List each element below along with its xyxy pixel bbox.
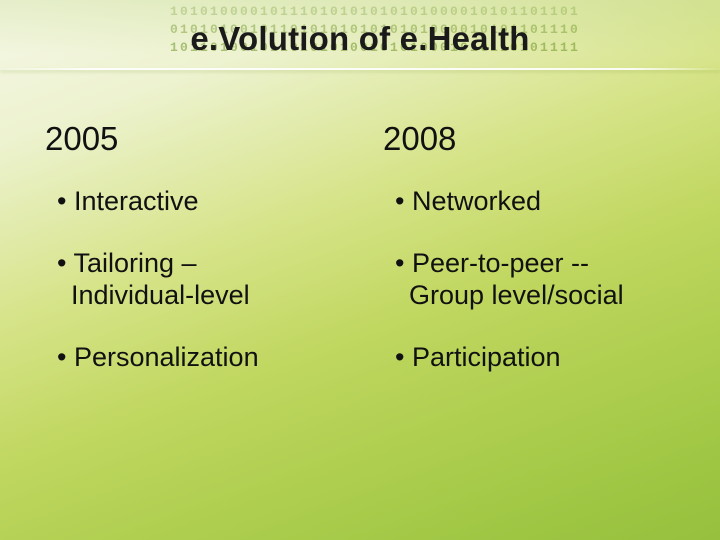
column-2005: 2005 Interactive Tailoring –Individual-l…	[45, 120, 365, 403]
binary-row-1: 1010100001011101010101010100001010110110…	[170, 4, 720, 19]
bullet-peer-to-peer: Peer-to-peer --Group level/social	[383, 248, 685, 312]
bullet-tailoring: Tailoring –Individual-level	[45, 248, 347, 312]
bullet-text-line2: Individual-level	[71, 280, 347, 312]
slide-title: e.Volution of e.Health	[0, 20, 720, 58]
title-underline	[0, 68, 720, 70]
bullet-interactive: Interactive	[45, 186, 347, 218]
content-columns: 2005 Interactive Tailoring –Individual-l…	[45, 120, 685, 403]
bullet-networked: Networked	[383, 186, 685, 218]
year-heading-left: 2005	[45, 120, 347, 158]
bullet-text: Personalization	[74, 342, 259, 372]
bullet-text: Interactive	[74, 186, 199, 216]
bullet-text-line1: Tailoring –	[73, 248, 196, 278]
year-heading-right: 2008	[383, 120, 685, 158]
bullet-personalization: Personalization	[45, 342, 347, 374]
bullet-text: Networked	[412, 186, 541, 216]
column-2008: 2008 Networked Peer-to-peer --Group leve…	[365, 120, 685, 403]
bullet-participation: Participation	[383, 342, 685, 374]
bullet-text: Participation	[412, 342, 561, 372]
bullet-text-line2: Group level/social	[409, 280, 685, 312]
bullet-text-line1: Peer-to-peer --	[412, 248, 589, 278]
